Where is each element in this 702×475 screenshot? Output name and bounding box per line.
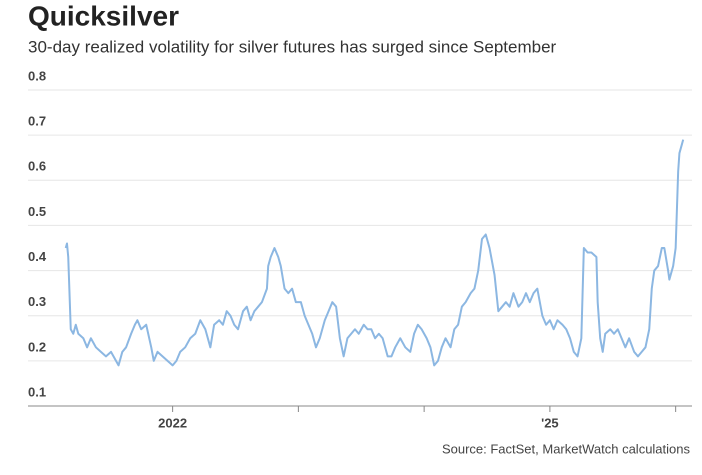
source-note: Source: FactSet, MarketWatch calculation…: [442, 441, 691, 456]
y-tick-label: 0.3: [28, 294, 46, 309]
x-tick-label: '25: [541, 415, 559, 430]
y-tick-label: 0.8: [28, 68, 46, 83]
chart-title: Quicksilver: [28, 0, 179, 31]
chart-subtitle: 30-day realized volatility for silver fu…: [28, 37, 557, 56]
y-tick-label: 0.7: [28, 114, 46, 129]
y-tick-label: 0.2: [28, 339, 46, 354]
y-tick-label: 0.5: [28, 204, 46, 219]
y-tick-label: 0.4: [28, 249, 47, 264]
data-line: [64, 139, 685, 367]
x-tick-label: 2022: [158, 415, 187, 430]
y-tick-label: 0.6: [28, 159, 46, 174]
y-tick-label: 0.1: [28, 384, 46, 399]
